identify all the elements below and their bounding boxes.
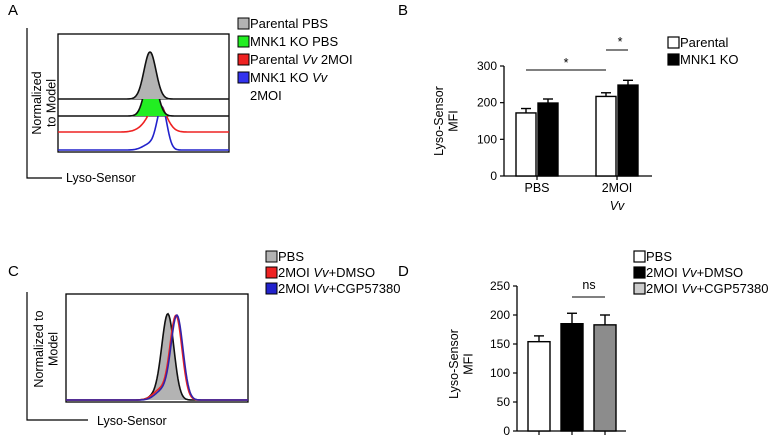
panel-d-legend-swatch (633, 250, 646, 263)
panel-a-legend-label: Parental Vv 2MOI (250, 52, 353, 67)
panel-d-legend-label: 2MOI Vv+DMSO (646, 265, 743, 280)
panel-letter-C: C (8, 263, 19, 280)
panel-d-ylabel-line: MFI (462, 353, 476, 375)
panel-b-ylabel-line: MFI (447, 110, 461, 132)
panel-d-legend-swatch (633, 266, 646, 279)
panel-a-hist-parental-pbs (58, 51, 229, 100)
panel-d-y-tick-label: 150 (490, 337, 510, 351)
panel-a-axis-indicator (26, 28, 62, 179)
panel-a-legend-label: MNK1 KO PBS (250, 34, 338, 49)
panel-b-legend-swatch (667, 36, 680, 49)
panel-a-hist-mnk1-vv (58, 105, 229, 151)
panel-d-bar (560, 323, 584, 432)
panel-c-hist-cgp (66, 313, 248, 401)
panel-d-y-tick-label: 200 (490, 308, 510, 322)
panel-d-legend-swatch (633, 282, 646, 295)
panel-a-legend-swatch (237, 35, 250, 48)
panel-letter-A: A (8, 2, 18, 19)
panel-b-sig-label: * (618, 35, 623, 49)
panel-c-ylabel-line: Normalized to (32, 310, 46, 387)
panel-b-bar (595, 95, 617, 177)
panel-b-category-label-italic: Vv (610, 199, 625, 213)
panel-c-xlabel: Lyso-Sensor (97, 414, 167, 428)
panel-c-legend-label: 2MOI Vv+CGP57380 (278, 281, 401, 296)
panel-d-ylabel-line: Lyso-Sensor (447, 329, 461, 399)
panel-a-legend-label-line2: 2MOI (250, 88, 282, 103)
panel-b-sig-label: * (564, 56, 569, 70)
panel-c-ylabel-line: Model (47, 332, 61, 366)
panel-b-ylabel: Lyso-Sensor MFI (432, 86, 461, 156)
panel-a-legend-label: MNK1 KO Vv (250, 70, 329, 85)
panel-a-legend-swatch (237, 17, 250, 30)
panel-a-xlabel: Lyso-Sensor (66, 171, 136, 185)
panel-d-y-tick-label: 100 (490, 366, 510, 380)
panel-b-bar (537, 102, 559, 177)
panel-a-ylabel-line: to Model (45, 79, 59, 127)
panel-letter-B: B (398, 2, 408, 19)
panel-b-bar (515, 112, 537, 177)
panel-a-legend-swatch (237, 53, 250, 66)
panel-c-hist-pbs-fill (66, 313, 248, 400)
panel-a-legend-label: Parental PBS (250, 16, 328, 31)
panel-letter-D: D (398, 263, 409, 280)
panel-d-sig-label: ns (582, 278, 595, 292)
panel-b-y-tick-label: 200 (477, 96, 497, 110)
panel-c-legend-swatch (265, 266, 278, 279)
panel-d-y-tick-label: 250 (490, 279, 510, 293)
panel-b-category-label: 2MOI (602, 181, 633, 195)
panel-c-legend-swatch (265, 250, 278, 263)
panel-b-bar (617, 84, 639, 177)
panel-b-y-tick-label: 100 (477, 132, 497, 146)
panel-a-ylabel-line: Normalized (30, 71, 44, 134)
panel-b-ylabel-line: Lyso-Sensor (432, 86, 446, 156)
panel-a-hist-mnk1-pbs-fill (58, 70, 229, 116)
panel-a-legend-swatch (237, 71, 250, 84)
panel-c-ylabel: Normalized to Model (32, 310, 61, 387)
panel-d-legend-label: PBS (646, 249, 672, 264)
panel-d-ylabel: Lyso-Sensor MFI (447, 329, 476, 399)
panel-c-axis-indicator (26, 292, 88, 421)
panel-a-hist-parental-vv (58, 102, 229, 133)
panel-b-legend-label: Parental (680, 35, 729, 50)
panel-d-bar (527, 340, 551, 432)
panel-c-legend-label: 2MOI Vv+DMSO (278, 265, 375, 280)
panel-b-legend-swatch (667, 53, 680, 66)
panel-d-y-tick-label: 0 (503, 424, 510, 436)
panel-b-y-tick-label: 300 (477, 59, 497, 73)
panel-a-ylabel: Normalized to Model (30, 71, 59, 134)
panel-c-legend-label: PBS (278, 249, 304, 264)
panel-d-y-tick-label: 50 (497, 395, 511, 409)
panel-b-category-label: PBS (524, 181, 549, 195)
panel-d-legend-label: 2MOI Vv+CGP57380 (646, 281, 769, 296)
panel-b-legend-label: MNK1 KO (680, 52, 739, 67)
panel-d-bar (593, 324, 617, 432)
panel-b-y-tick-label: 0 (490, 169, 497, 183)
panel-c-legend-swatch (265, 282, 278, 295)
